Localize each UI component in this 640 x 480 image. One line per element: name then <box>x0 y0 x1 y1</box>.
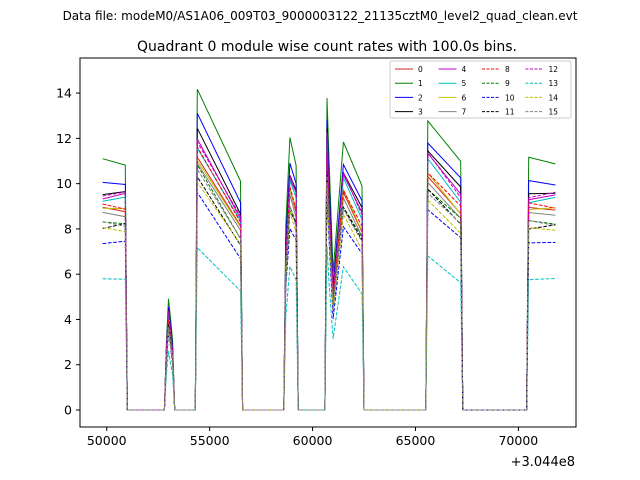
y-tick-label: 8 <box>64 221 72 236</box>
x-tick-label: 70000 <box>498 433 538 448</box>
legend-label-14: 14 <box>549 93 559 102</box>
legend-label-4: 4 <box>462 65 467 74</box>
x-offset-label: +3.044e8 <box>511 455 575 470</box>
legend-label-13: 13 <box>549 79 559 88</box>
y-tick-label: 4 <box>64 312 72 327</box>
y-tick-label: 10 <box>56 176 72 191</box>
legend-label-1: 1 <box>418 79 423 88</box>
y-tick-label: 12 <box>56 131 72 146</box>
legend-label-3: 3 <box>418 108 423 117</box>
legend-box <box>389 60 572 119</box>
legend-label-10: 10 <box>505 93 515 102</box>
y-tick-label: 2 <box>64 357 72 372</box>
legend-label-6: 6 <box>462 93 467 102</box>
plot-area <box>102 88 556 411</box>
plot-frame <box>79 57 577 428</box>
legend-label-8: 8 <box>505 65 510 74</box>
legend-label-0: 0 <box>418 65 423 74</box>
y-tick-label: 14 <box>56 86 72 101</box>
x-tick-label: 60000 <box>293 433 333 448</box>
legend-label-12: 12 <box>549 65 559 74</box>
y-tick-label: 0 <box>64 403 72 418</box>
legend-label-9: 9 <box>505 79 510 88</box>
series-line-15 <box>102 167 556 411</box>
x-tick-label: 55000 <box>190 433 230 448</box>
x-tick-label: 50000 <box>87 433 127 448</box>
legend-label-5: 5 <box>462 79 467 88</box>
chart-title: Quadrant 0 module wise count rates with … <box>137 39 517 55</box>
y-tick-label: 6 <box>64 267 72 282</box>
chart-suptitle: Data file: modeM0/AS1A06_009T03_90000031… <box>63 9 578 23</box>
legend-label-7: 7 <box>462 108 467 117</box>
legend-label-11: 11 <box>505 108 515 117</box>
legend-label-2: 2 <box>418 93 423 102</box>
legend-label-15: 15 <box>549 108 559 117</box>
x-tick-label: 65000 <box>396 433 436 448</box>
